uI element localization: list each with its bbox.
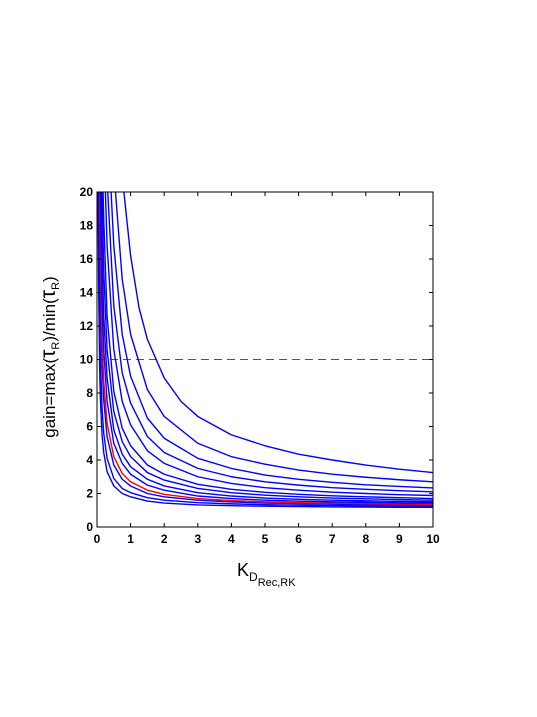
series-line-5 <box>99 192 433 504</box>
y-label-tau2: τ <box>37 289 60 298</box>
x-label-subsub: Rec,RK <box>258 577 297 589</box>
x-ticks: 0 1 2 3 4 5 6 7 8 9 10 <box>94 192 440 546</box>
x-tick-label: 9 <box>396 532 403 546</box>
x-tick-label: 1 <box>127 532 134 546</box>
y-label-sub1: R <box>50 342 62 350</box>
x-tick-label: 7 <box>329 532 336 546</box>
plot-area <box>97 192 433 527</box>
y-tick-label: 20 <box>80 185 94 199</box>
series-line-6 <box>100 192 433 503</box>
y-tick-label: 18 <box>80 219 94 233</box>
series-line-1 <box>97 192 433 508</box>
x-tick-label: 6 <box>295 532 302 546</box>
y-tick-label: 4 <box>86 453 93 467</box>
x-tick-label: 10 <box>426 532 440 546</box>
x-tick-label: 2 <box>161 532 168 546</box>
x-label-sub: D <box>249 570 258 584</box>
x-tick-label: 4 <box>228 532 235 546</box>
y-tick-label: 14 <box>80 286 94 300</box>
y-label-prefix: gain=max( <box>40 358 59 438</box>
y-label-middle: )/min( <box>40 298 59 342</box>
series-line-10 <box>107 192 433 493</box>
x-axis-label: KDRec,RK <box>237 560 296 589</box>
series-line-2 <box>97 192 433 507</box>
x-tick-label: 5 <box>262 532 269 546</box>
y-ticks: 0 2 4 6 8 10 12 14 16 18 20 <box>80 185 433 534</box>
y-tick-label: 16 <box>80 252 94 266</box>
series-line-8 <box>102 192 433 500</box>
series-line-3 <box>98 192 433 506</box>
y-label-tau1: τ <box>37 349 60 358</box>
series-line-7 <box>101 192 433 501</box>
y-tick-label: 6 <box>86 420 93 434</box>
y-tick-label: 8 <box>86 386 93 400</box>
y-tick-label: 2 <box>86 487 93 501</box>
y-tick-label: 0 <box>86 520 93 534</box>
y-tick-label: 10 <box>80 353 94 367</box>
y-axis-label: gain=max(τR)/min(τR) <box>37 276 62 437</box>
y-label-sub2: R <box>50 282 62 290</box>
y-tick-label: 12 <box>80 319 94 333</box>
series-line-9 <box>104 192 433 497</box>
series-group <box>97 192 433 508</box>
series-line-4 <box>98 192 433 506</box>
series-line-13 <box>123 192 433 474</box>
x-tick-label: 3 <box>194 532 201 546</box>
series-line-12 <box>114 192 433 483</box>
x-tick-label: 8 <box>362 532 369 546</box>
y-label-suffix: ) <box>40 276 59 282</box>
x-label-main: K <box>237 560 249 580</box>
x-tick-label: 0 <box>94 532 101 546</box>
series-line-11 <box>110 192 433 489</box>
